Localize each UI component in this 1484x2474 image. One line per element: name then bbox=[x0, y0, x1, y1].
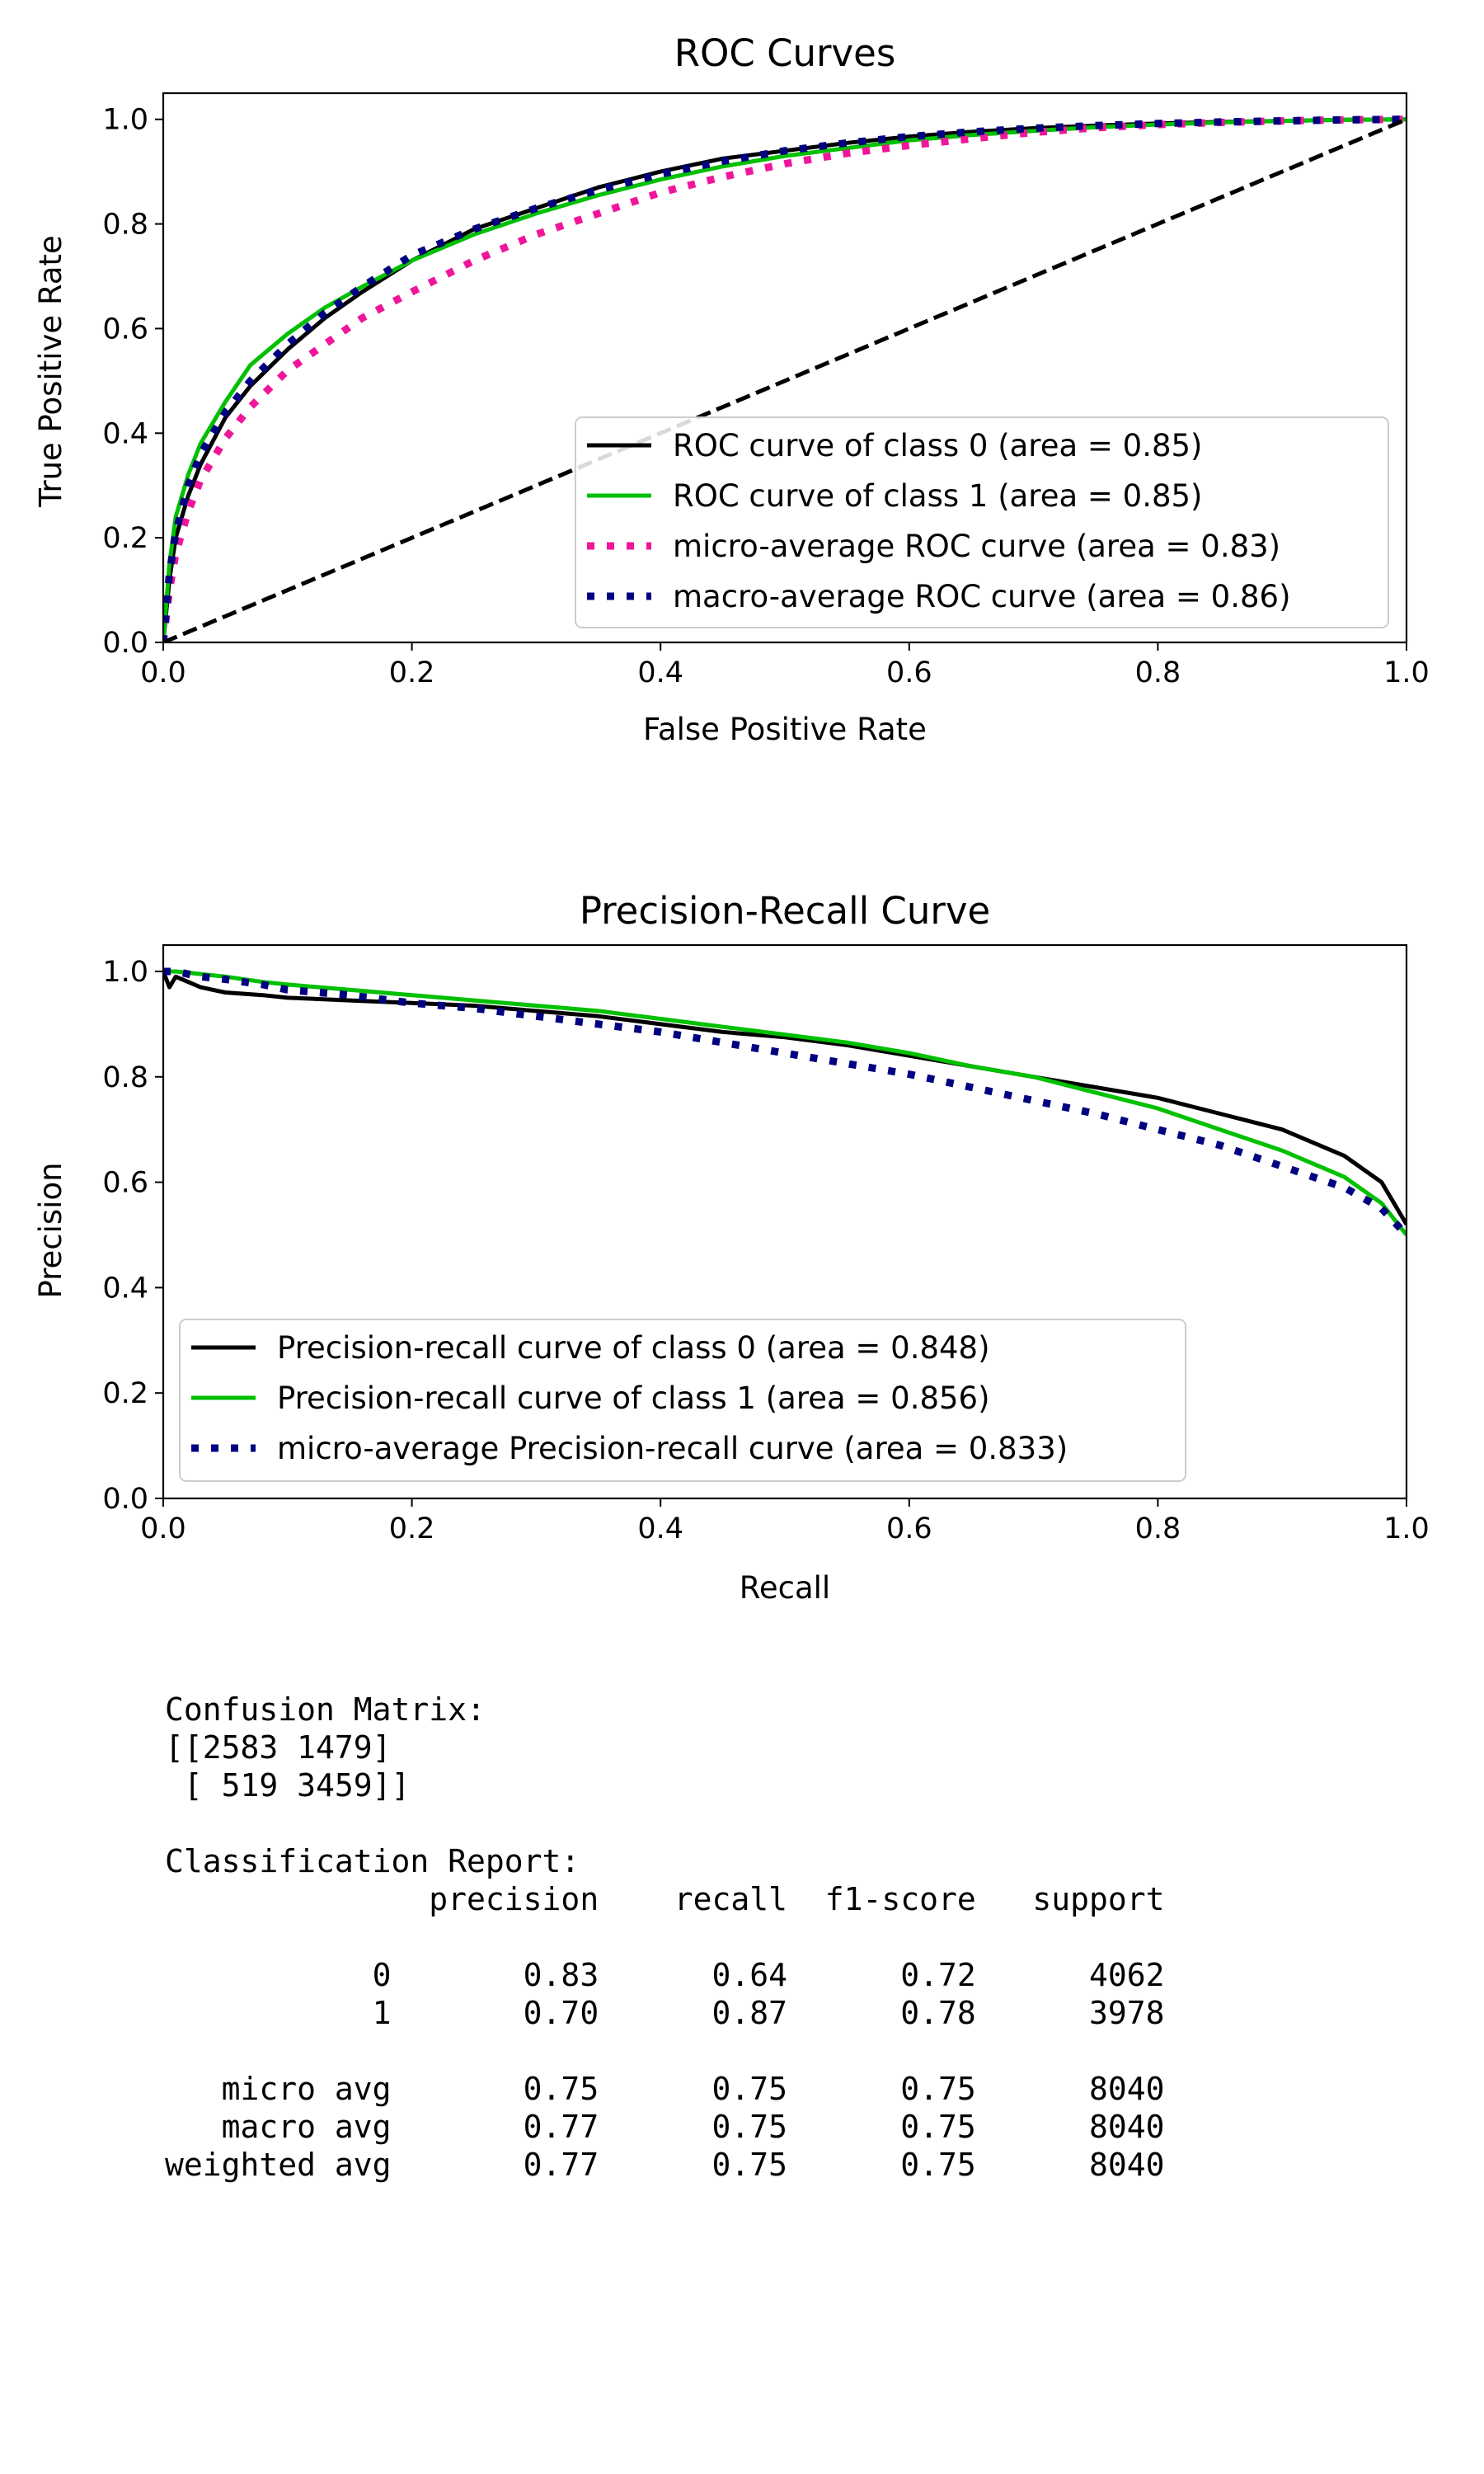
y-tick-label: 1.0 bbox=[102, 104, 148, 137]
legend-entry-0: Precision-recall curve of class 0 (area … bbox=[277, 1330, 990, 1366]
legend-entry-2: micro-average ROC curve (area = 0.83) bbox=[673, 529, 1280, 564]
x-tick-label: 0.4 bbox=[637, 1512, 683, 1545]
y-tick-label: 0.2 bbox=[102, 522, 148, 555]
report-row-micro-avg: micro avg 0.75 0.75 0.75 8040 bbox=[165, 2071, 1165, 2107]
classification-report: Confusion Matrix: [[2583 1479] [ 519 345… bbox=[165, 1691, 1165, 2184]
plot-frame bbox=[162, 943, 1408, 1500]
report-header: precision recall f1-score support bbox=[165, 1881, 1165, 1917]
roc-chart-title: ROC Curves bbox=[674, 31, 896, 75]
legend: ROC curve of class 0 (area = 0.85) ROC cu… bbox=[575, 416, 1389, 628]
plot-frame bbox=[162, 92, 1408, 644]
legend-entry-2: micro-average Precision-recall curve (ar… bbox=[277, 1431, 1068, 1466]
confusion-matrix-row: [[2583 1479] bbox=[165, 1729, 392, 1766]
report-row-macro-avg: macro avg 0.77 0.75 0.75 8040 bbox=[165, 2109, 1165, 2145]
y-tick-label: 0.6 bbox=[102, 1167, 148, 1200]
confusion-matrix-row: [ 519 3459]] bbox=[165, 1767, 411, 1804]
x-tick-label: 0.4 bbox=[637, 656, 683, 689]
confusion-matrix-title: Confusion Matrix: bbox=[165, 1691, 486, 1728]
y-tick-label: 0.8 bbox=[102, 1061, 148, 1094]
roc-x-axis-label: False Positive Rate bbox=[643, 712, 927, 747]
roc-y-axis-label: True Positive Rate bbox=[33, 235, 68, 508]
series-line-1 bbox=[163, 969, 1407, 1237]
report-row-weighted-avg: weighted avg 0.77 0.75 0.75 8040 bbox=[165, 2147, 1165, 2183]
x-tick-label: 0.6 bbox=[886, 1512, 932, 1545]
pr-chart-title: Precision-Recall Curve bbox=[580, 889, 990, 933]
x-tick-label: 0.0 bbox=[140, 1512, 186, 1545]
x-tick-label: 0.0 bbox=[140, 656, 186, 689]
x-tick-label: 0.2 bbox=[389, 656, 435, 689]
series-line-2 bbox=[163, 115, 1407, 642]
y-tick-label: 0.0 bbox=[102, 627, 148, 660]
x-tick-label: 0.6 bbox=[886, 656, 932, 689]
roc-plot-area: 0.0 0.2 0.4 0.6 0.8 1.0 0.0 0.2 0.4 0.6 0.8 1.0 ROC … bbox=[102, 92, 1430, 689]
legend-entry-3: macro-average ROC curve (area = 0.86) bbox=[673, 579, 1291, 614]
y-tick-label: 0.8 bbox=[102, 209, 148, 242]
series-line-2 bbox=[163, 967, 1407, 1238]
series-line-0 bbox=[163, 971, 1407, 1225]
y-tick-label: 1.0 bbox=[102, 956, 148, 989]
classification-report-title: Classification Report: bbox=[165, 1843, 580, 1879]
precision-recall-chart: Precision-Recall Curve Recall Precision … bbox=[33, 889, 1430, 1606]
x-tick-label: 1.0 bbox=[1383, 1512, 1430, 1545]
pr-x-axis-label: Recall bbox=[740, 1570, 830, 1606]
legend-entry-1: ROC curve of class 1 (area = 0.85) bbox=[673, 478, 1202, 514]
x-tick-label: 0.8 bbox=[1135, 656, 1181, 689]
legend-entry-1: Precision-recall curve of class 1 (area … bbox=[277, 1380, 990, 1416]
pr-plot-area: 0.0 0.2 0.4 0.6 0.8 1.0 0.0 0.2 0.4 0.6 0.8 1.0 Prec… bbox=[102, 943, 1430, 1545]
x-tick-label: 0.8 bbox=[1135, 1512, 1181, 1545]
x-tick-label: 0.2 bbox=[389, 1512, 435, 1545]
legend-entry-0: ROC curve of class 0 (area = 0.85) bbox=[673, 428, 1202, 463]
y-tick-label: 0.6 bbox=[102, 313, 148, 346]
report-row-class-1: 1 0.70 0.87 0.78 3978 bbox=[165, 1995, 1165, 2031]
x-tick-label: 1.0 bbox=[1383, 656, 1430, 689]
y-tick-label: 0.0 bbox=[102, 1483, 148, 1516]
y-tick-label: 0.4 bbox=[102, 417, 148, 450]
series-line-4 bbox=[163, 117, 1407, 642]
y-tick-label: 0.4 bbox=[102, 1272, 148, 1305]
y-tick-label: 0.2 bbox=[102, 1377, 148, 1410]
legend: Precision-recall curve of class 0 (area … bbox=[179, 1319, 1186, 1482]
pr-y-axis-label: Precision bbox=[33, 1162, 68, 1298]
series-line-3 bbox=[163, 115, 1407, 642]
report-row-class-0: 0 0.83 0.64 0.72 4062 bbox=[165, 1957, 1165, 1993]
roc-chart: ROC Curves False Positive Rate True Posi… bbox=[33, 31, 1430, 747]
